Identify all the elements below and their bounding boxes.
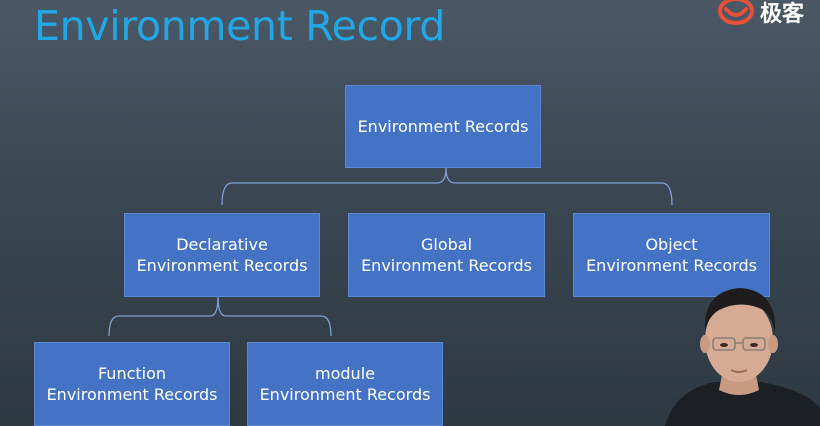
- node-label-line2: Environment Records: [586, 256, 757, 275]
- connector-declarative-brace: [108, 296, 332, 337]
- node-declarative-environment-records: Declarative Environment Records: [124, 213, 320, 297]
- node-label-line1: Object: [645, 235, 698, 254]
- presenter-video: [665, 288, 820, 426]
- node-label-line1: Declarative: [176, 235, 268, 254]
- node-function-environment-records: Function Environment Records: [34, 342, 230, 426]
- node-global-environment-records: Global Environment Records: [348, 213, 545, 297]
- node-environment-records: Environment Records: [345, 85, 541, 168]
- node-label-line2: Environment Records: [361, 256, 532, 275]
- node-module-environment-records: module Environment Records: [247, 342, 443, 426]
- geekbang-logo-icon: [718, 0, 754, 25]
- node-label-line1: Global: [420, 235, 473, 254]
- node-label-line2: Environment Records: [136, 256, 308, 275]
- node-object-environment-records: Object Environment Records: [573, 213, 770, 297]
- node-label-line2: Environment Records: [46, 385, 218, 404]
- logo: 极客: [718, 0, 804, 28]
- node-label-line1: Function: [97, 364, 167, 383]
- node-label: Environment Records: [357, 117, 529, 136]
- node-label-line2: Environment Records: [259, 385, 431, 404]
- node-label-line1: module: [315, 364, 375, 383]
- logo-text: 极客: [760, 2, 805, 27]
- slide-title: Environment Record: [34, 2, 446, 50]
- connector-root-brace: [221, 167, 673, 206]
